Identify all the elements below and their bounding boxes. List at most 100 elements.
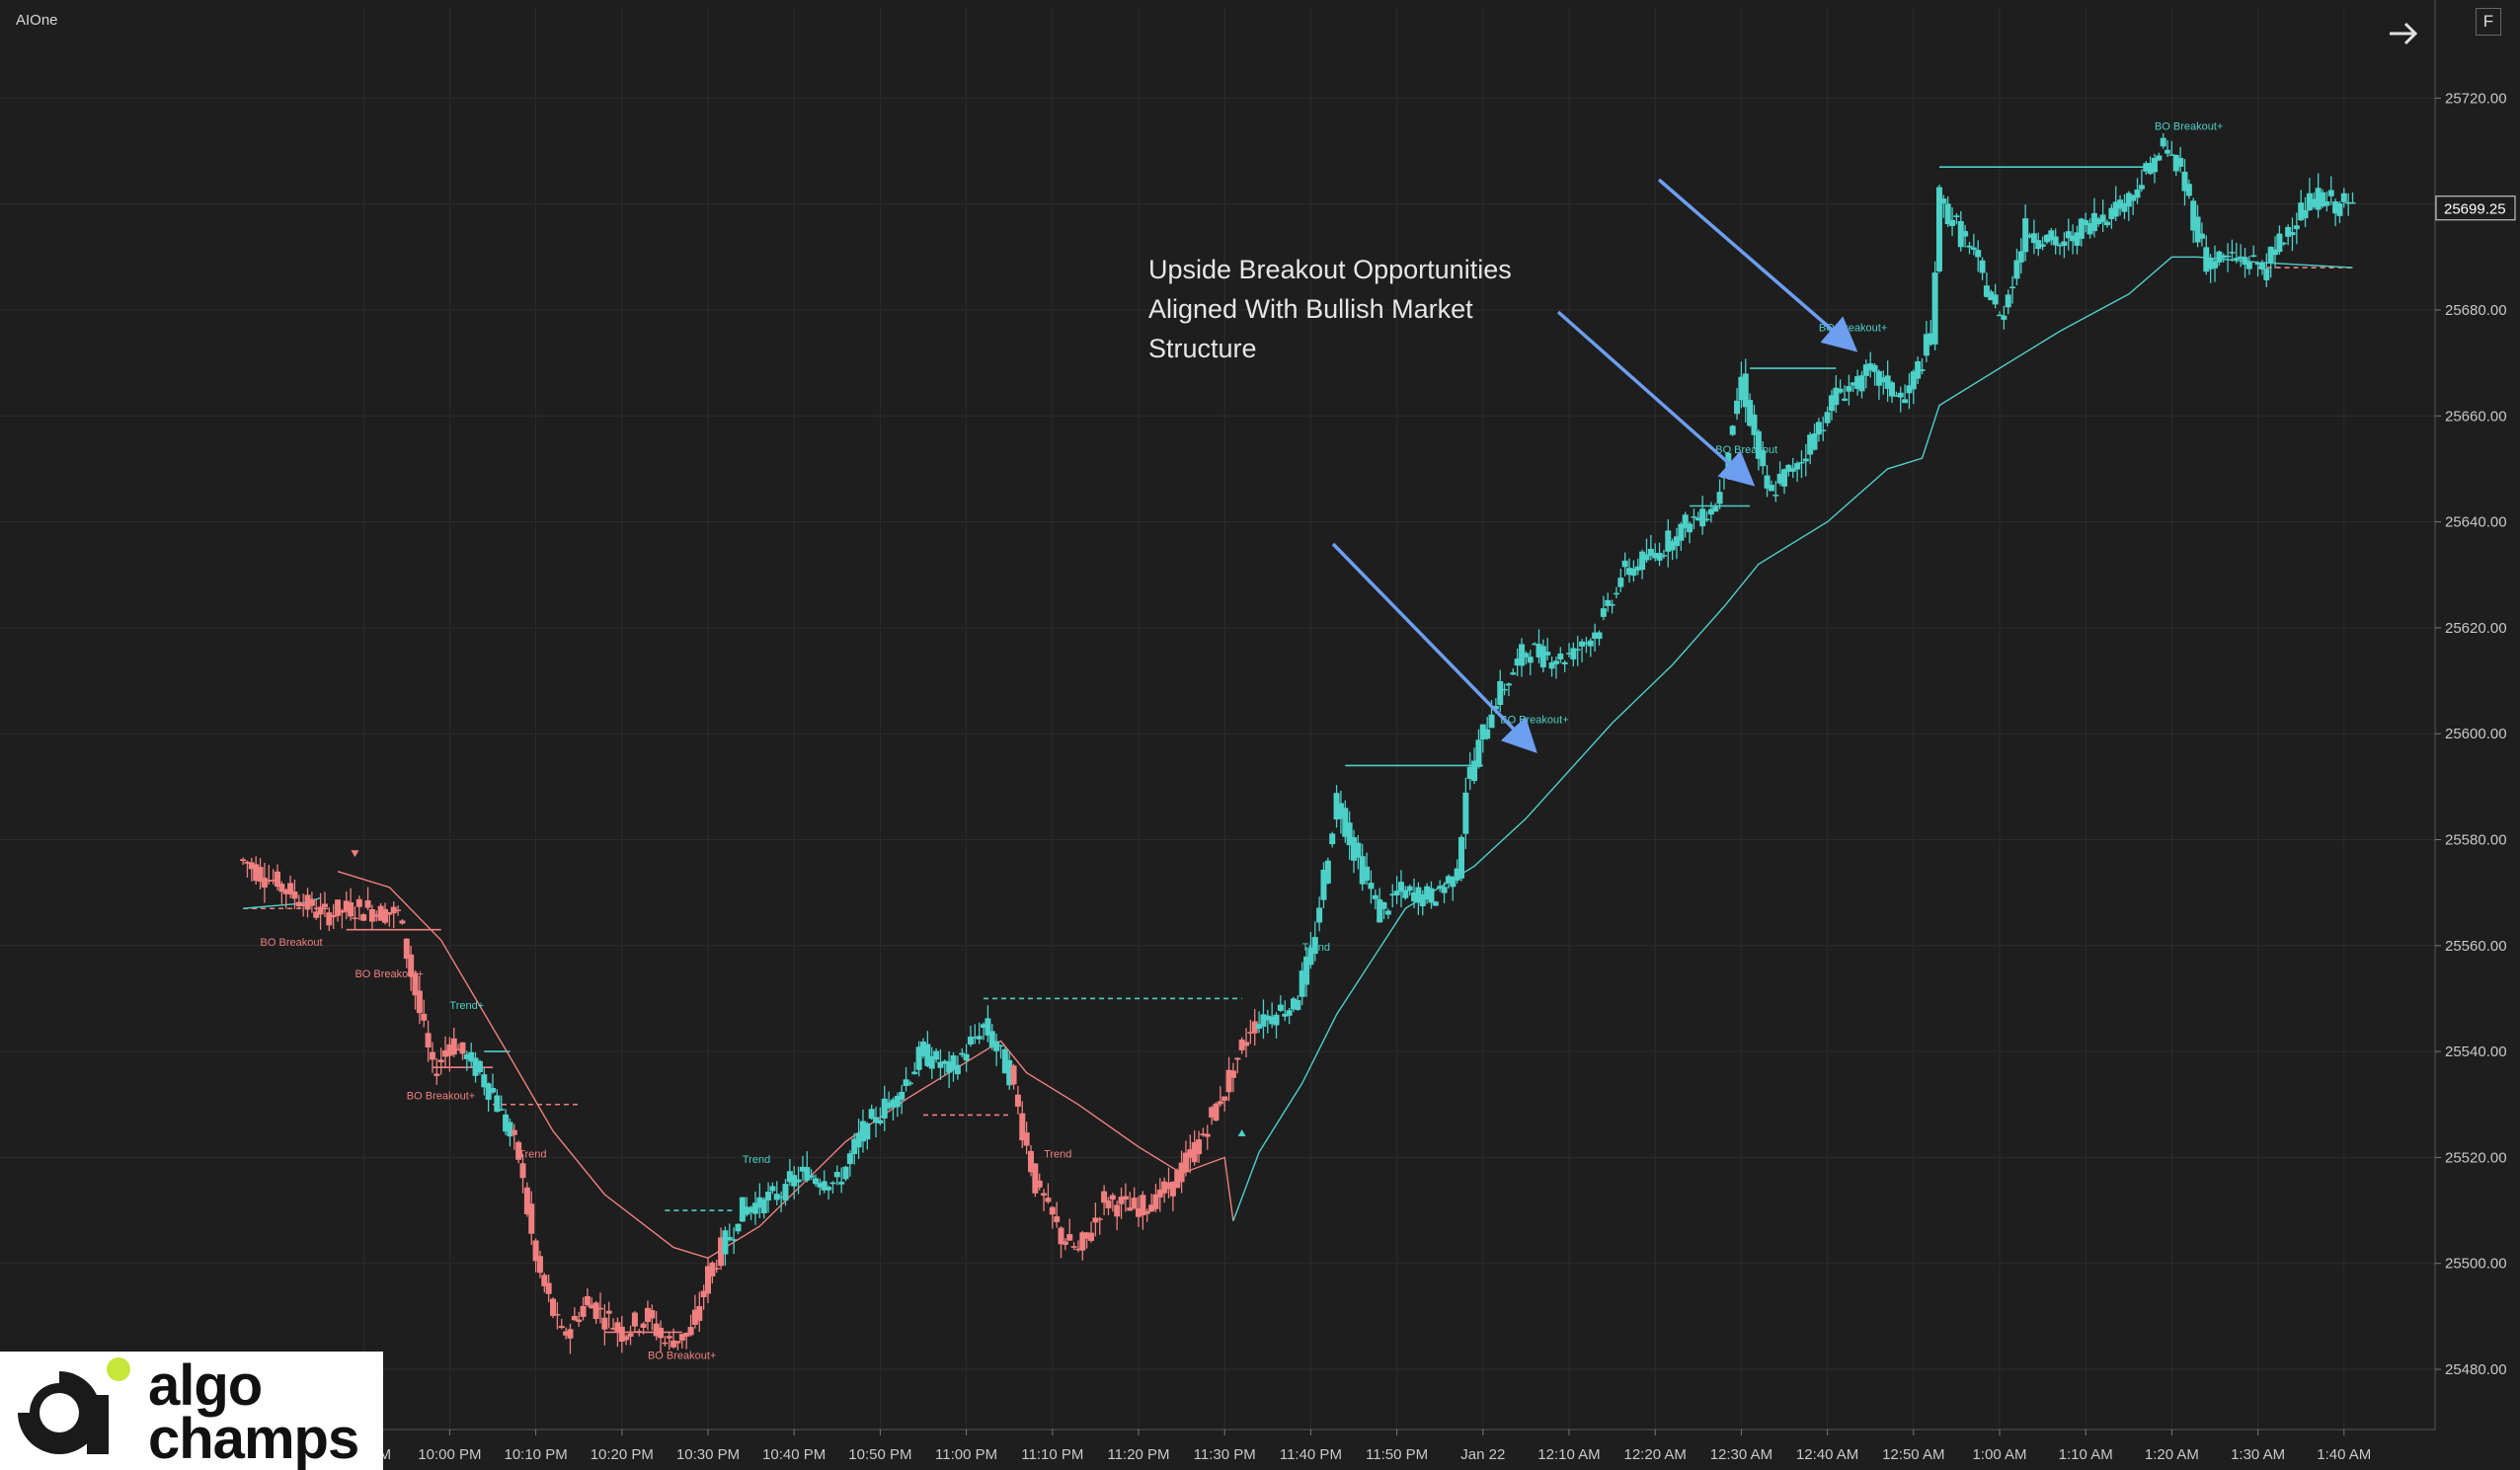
candle[interactable]: [1592, 623, 1599, 652]
candle[interactable]: [618, 1315, 625, 1354]
candle[interactable]: [485, 1082, 492, 1112]
candle[interactable]: [2212, 245, 2218, 282]
candle[interactable]: [709, 1261, 716, 1284]
candle[interactable]: [446, 1037, 453, 1072]
candle[interactable]: [838, 1167, 845, 1194]
candle[interactable]: [1148, 1194, 1155, 1212]
candle[interactable]: [1083, 1231, 1090, 1249]
time-axis-label[interactable]: 10:20 PM: [591, 1446, 654, 1463]
candle[interactable]: [545, 1275, 552, 1303]
candle[interactable]: [2099, 199, 2106, 232]
candle[interactable]: [2013, 248, 2020, 285]
candle[interactable]: [691, 1294, 698, 1329]
time-axis-label[interactable]: 12:30 AM: [1710, 1446, 1772, 1463]
candle[interactable]: [795, 1166, 802, 1195]
candle[interactable]: [2035, 232, 2042, 257]
candle[interactable]: [1811, 424, 1818, 451]
candle[interactable]: [1617, 568, 1624, 592]
candle[interactable]: [1970, 233, 1977, 256]
candle[interactable]: [954, 1055, 961, 1080]
candle[interactable]: [1364, 852, 1371, 886]
candle[interactable]: [1871, 362, 1878, 386]
candle[interactable]: [1789, 457, 1796, 479]
candle[interactable]: [782, 1179, 789, 1206]
candle[interactable]: [1182, 1140, 1189, 1177]
candle[interactable]: [408, 946, 415, 991]
candle[interactable]: [1458, 834, 1464, 882]
candle[interactable]: [1359, 843, 1366, 891]
candle[interactable]: [2285, 224, 2292, 246]
candle[interactable]: [373, 910, 380, 922]
candle[interactable]: [851, 1132, 858, 1165]
candle[interactable]: [1045, 1183, 1052, 1204]
candle[interactable]: [1665, 518, 1672, 568]
candle[interactable]: [576, 1311, 583, 1327]
candle[interactable]: [1566, 643, 1572, 658]
candle[interactable]: [2263, 253, 2270, 287]
candle[interactable]: [2336, 200, 2343, 223]
candle[interactable]: [1674, 527, 1680, 560]
candle[interactable]: [1023, 1122, 1030, 1155]
candle[interactable]: [967, 1025, 974, 1047]
candle[interactable]: [2156, 152, 2163, 162]
candle[interactable]: [1462, 777, 1469, 850]
candle[interactable]: [1824, 406, 1831, 426]
candle[interactable]: [1200, 1127, 1207, 1137]
candle[interactable]: [1992, 283, 1999, 309]
candle[interactable]: [1079, 1230, 1086, 1261]
candle[interactable]: [1583, 637, 1590, 654]
candle[interactable]: [1161, 1177, 1168, 1203]
candle[interactable]: [1251, 1009, 1258, 1046]
candle[interactable]: [1875, 369, 1882, 400]
candle[interactable]: [1570, 642, 1577, 666]
candle[interactable]: [868, 1104, 875, 1121]
candle[interactable]: [1897, 386, 1904, 413]
time-axis-label[interactable]: 1:40 AM: [2317, 1446, 2371, 1463]
candle[interactable]: [687, 1314, 694, 1337]
candle[interactable]: [2306, 178, 2313, 211]
candle[interactable]: [1639, 549, 1646, 580]
candle[interactable]: [993, 1033, 1000, 1067]
candle[interactable]: [1768, 480, 1774, 492]
candle[interactable]: [1088, 1221, 1095, 1243]
candle[interactable]: [1867, 351, 1874, 378]
candle[interactable]: [1140, 1191, 1146, 1230]
price-axis-label[interactable]: 25680.00: [2445, 302, 2507, 319]
candle[interactable]: [988, 1024, 995, 1050]
candle[interactable]: [1217, 1086, 1223, 1107]
candle[interactable]: [2194, 204, 2201, 248]
candle[interactable]: [1019, 1101, 1026, 1148]
candle[interactable]: [2233, 242, 2240, 264]
candle[interactable]: [2160, 133, 2166, 149]
candlesticks[interactable]: [240, 133, 2356, 1354]
time-axis-label[interactable]: 11:20 PM: [1107, 1446, 1169, 1463]
candle[interactable]: [2254, 261, 2261, 277]
candle[interactable]: [1880, 370, 1887, 395]
candle[interactable]: [760, 1197, 767, 1219]
candle[interactable]: [1127, 1192, 1134, 1211]
candle[interactable]: [1169, 1181, 1176, 1211]
candle[interactable]: [748, 1205, 754, 1220]
candle[interactable]: [1256, 1011, 1263, 1034]
candle[interactable]: [1828, 389, 1835, 421]
candle[interactable]: [1923, 321, 1929, 362]
candle[interactable]: [864, 1122, 871, 1150]
candle[interactable]: [636, 1328, 643, 1337]
candle[interactable]: [2349, 192, 2356, 204]
candle[interactable]: [1544, 638, 1551, 660]
candle[interactable]: [1415, 882, 1422, 915]
candle[interactable]: [1915, 356, 1922, 385]
candle[interactable]: [997, 1044, 1004, 1059]
candle[interactable]: [623, 1334, 630, 1346]
candle[interactable]: [1380, 901, 1387, 920]
candle[interactable]: [2009, 275, 2016, 304]
candle[interactable]: [1747, 393, 1754, 427]
candle[interactable]: [1282, 1000, 1289, 1022]
candle[interactable]: [1028, 1144, 1034, 1177]
candle[interactable]: [722, 1226, 729, 1267]
candle[interactable]: [2070, 224, 2077, 255]
candle[interactable]: [472, 1051, 479, 1083]
price-axis-label[interactable]: 25660.00: [2445, 408, 2507, 425]
candle[interactable]: [481, 1067, 488, 1096]
candle[interactable]: [399, 919, 406, 925]
